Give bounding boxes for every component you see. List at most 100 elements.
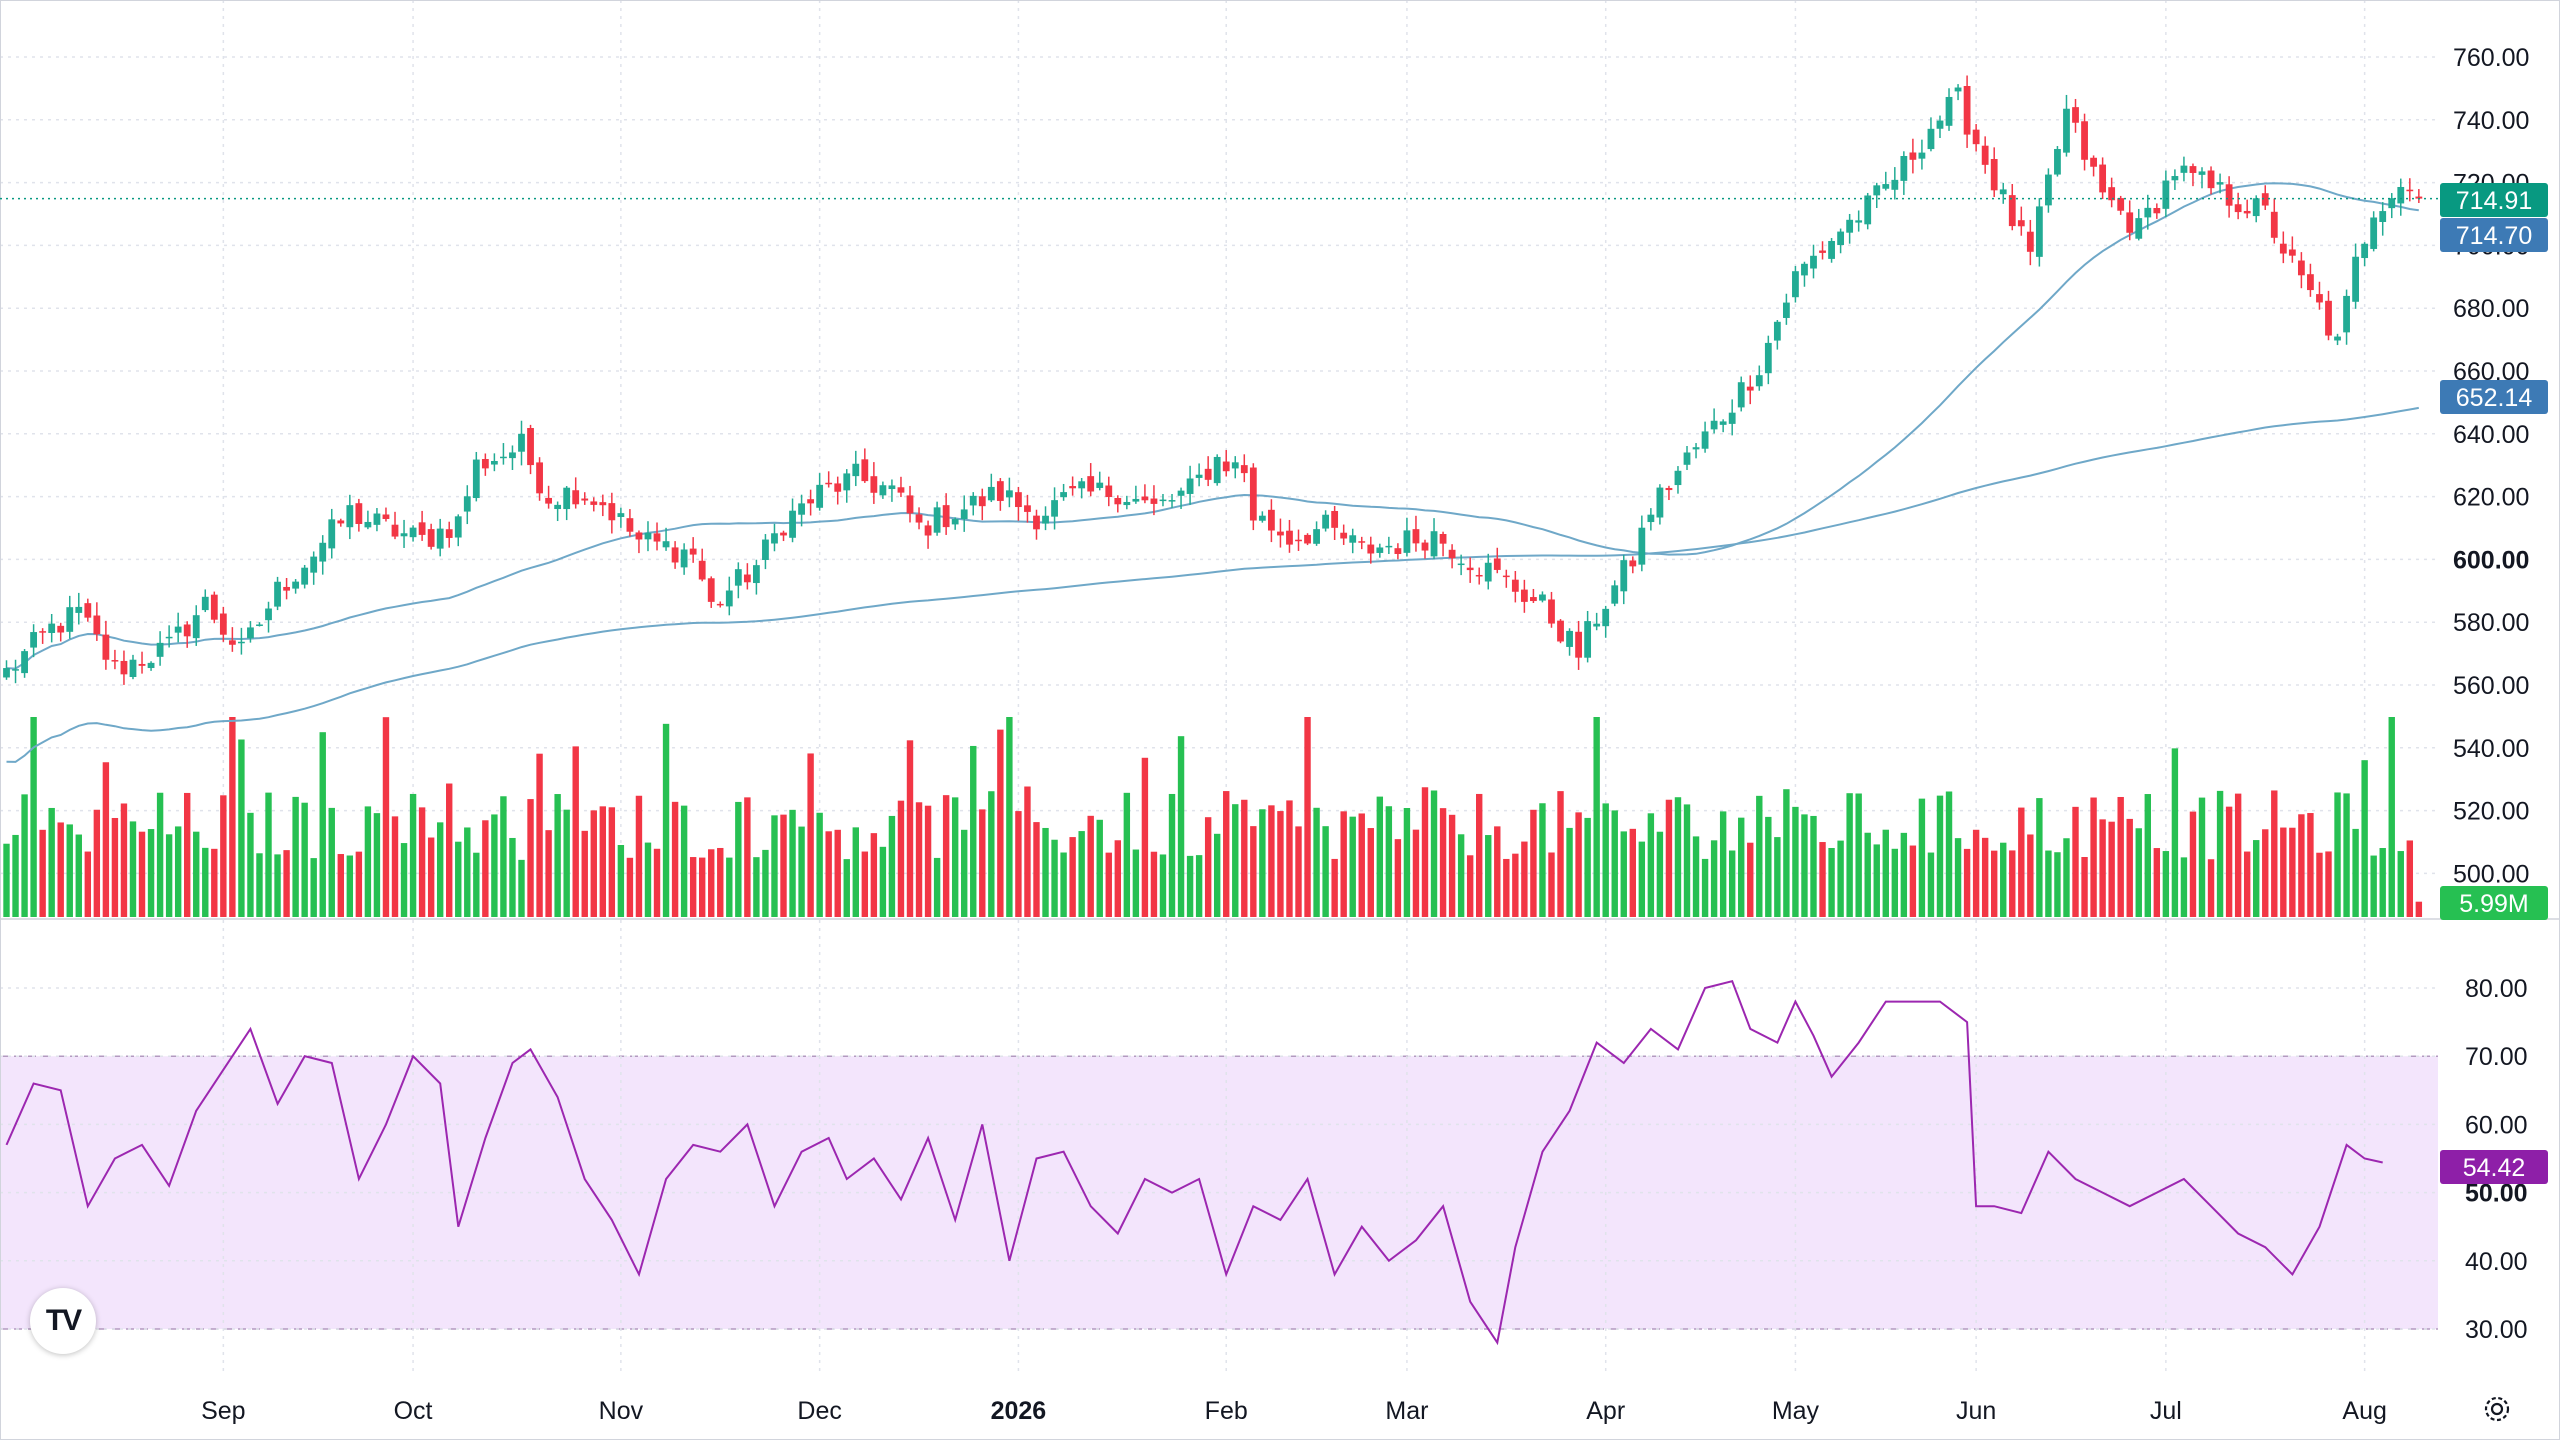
volume-bar bbox=[1358, 813, 1365, 917]
volume-bar bbox=[2198, 797, 2206, 917]
volume-bar bbox=[1232, 804, 1239, 917]
volume-bar bbox=[635, 795, 643, 917]
candle-body bbox=[1846, 219, 1854, 233]
volume-bar bbox=[138, 831, 146, 917]
candle-body bbox=[75, 606, 83, 613]
candle-body bbox=[12, 669, 19, 671]
candle-body bbox=[156, 642, 164, 657]
volume-bar bbox=[418, 807, 426, 917]
volume-bar bbox=[2307, 813, 2314, 917]
candle-body bbox=[2352, 256, 2359, 302]
volume-bar bbox=[2225, 806, 2233, 917]
volume-bar bbox=[238, 739, 245, 917]
candle-body bbox=[301, 567, 309, 585]
candle-body bbox=[174, 626, 182, 633]
volume-bar bbox=[48, 807, 55, 917]
price-tick-label: 580.00 bbox=[2453, 609, 2529, 637]
volume-bar bbox=[1024, 786, 1031, 917]
volume-bar bbox=[2262, 829, 2269, 917]
volume-bar bbox=[626, 857, 634, 917]
candle-body bbox=[238, 641, 245, 644]
volume-bar bbox=[2054, 852, 2061, 917]
candle-body bbox=[798, 503, 805, 515]
volume-bar bbox=[1295, 826, 1302, 917]
candle-body bbox=[1024, 505, 1031, 512]
volume-bar bbox=[2000, 842, 2007, 917]
candle-body bbox=[1385, 545, 1393, 548]
candle-body bbox=[978, 496, 986, 507]
candle-body bbox=[337, 520, 345, 524]
volume-bar bbox=[1376, 796, 1384, 917]
volume-bar bbox=[1972, 829, 1980, 917]
volume-bar bbox=[202, 847, 209, 917]
volume-bar bbox=[1512, 853, 1519, 917]
candle-body bbox=[2243, 210, 2251, 214]
volume-bar bbox=[1801, 814, 1808, 917]
candle-body bbox=[906, 495, 914, 514]
candle-body bbox=[707, 578, 715, 602]
volume-bar bbox=[1638, 841, 1646, 917]
volume-bar bbox=[1900, 832, 1908, 917]
volume-badge-text: 5.99M bbox=[2459, 890, 2528, 918]
candle-body bbox=[987, 486, 995, 501]
candle-body bbox=[1114, 498, 1122, 505]
volume-bar bbox=[1466, 855, 1474, 917]
volume-bar bbox=[120, 803, 128, 917]
candle-body bbox=[2216, 182, 2224, 185]
time-tick-label: Jun bbox=[1956, 1397, 1996, 1425]
candle-body bbox=[2415, 196, 2423, 199]
candle-body bbox=[1204, 468, 1212, 480]
time-tick-label: Dec bbox=[797, 1397, 841, 1425]
volume-bar bbox=[292, 796, 299, 917]
candle-body bbox=[996, 481, 1004, 501]
candle-body bbox=[147, 662, 155, 669]
volume-bar bbox=[1331, 858, 1338, 917]
candle-body bbox=[1566, 630, 1573, 647]
candle-body bbox=[680, 549, 688, 568]
candle-body bbox=[409, 527, 417, 538]
volume-bar bbox=[373, 813, 381, 917]
candle-body bbox=[84, 603, 92, 618]
volume-bar bbox=[156, 792, 164, 917]
candle-body bbox=[1150, 498, 1158, 504]
candle-body bbox=[2189, 166, 2197, 173]
rsi-tick-label: 80.00 bbox=[2465, 975, 2528, 1003]
candle-body bbox=[1882, 184, 1890, 189]
volume-bar bbox=[1539, 803, 1546, 917]
candle-body bbox=[2198, 171, 2206, 175]
candle-body bbox=[2008, 195, 2016, 227]
volume-bar bbox=[500, 796, 507, 917]
candle-body bbox=[1575, 631, 1582, 658]
volume-bar bbox=[193, 831, 200, 917]
volume-bar bbox=[1521, 841, 1528, 917]
candle-body bbox=[1493, 558, 1501, 570]
rsi-tick-label: 60.00 bbox=[2465, 1111, 2528, 1139]
volume-bar bbox=[1286, 800, 1293, 917]
candle-body bbox=[364, 521, 372, 528]
volume-bar bbox=[337, 854, 344, 917]
volume-bar bbox=[1485, 835, 1492, 917]
candle-body bbox=[192, 615, 200, 639]
candle-body bbox=[1376, 547, 1384, 553]
volume-bar bbox=[961, 829, 968, 917]
volume-bar bbox=[680, 805, 688, 917]
volume-bar bbox=[979, 809, 986, 917]
volume-bar bbox=[102, 762, 110, 917]
settings-icon[interactable] bbox=[2480, 1392, 2514, 1426]
candle-body bbox=[1746, 386, 1754, 391]
tradingview-logo[interactable]: TV bbox=[30, 1288, 96, 1354]
candle-body bbox=[1620, 560, 1628, 592]
candle-body bbox=[1475, 574, 1483, 577]
volume-bar bbox=[2081, 856, 2088, 917]
volume-bar bbox=[1132, 849, 1140, 917]
candle-body bbox=[2270, 211, 2278, 238]
candle-body bbox=[2017, 220, 2025, 227]
candle-body bbox=[66, 607, 74, 632]
rsi-tick-label: 30.00 bbox=[2465, 1316, 2528, 1344]
volume-badge-bg bbox=[2440, 886, 2548, 920]
volume-bar bbox=[256, 853, 263, 917]
candle-body bbox=[319, 542, 327, 562]
candle-body bbox=[1132, 498, 1140, 502]
rsi-tick-label: 40.00 bbox=[2465, 1248, 2528, 1276]
